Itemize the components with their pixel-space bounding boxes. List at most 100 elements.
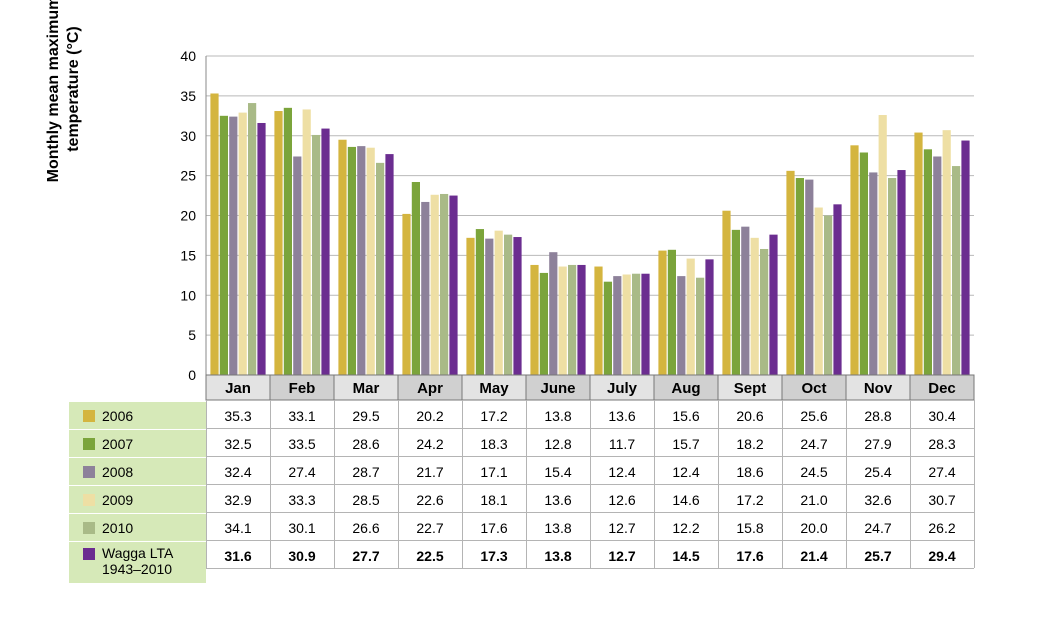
bar	[952, 166, 961, 375]
table-cell: 14.6	[672, 492, 700, 508]
legend-entry: 2010	[69, 514, 206, 541]
legend-label-line2: 1943–2010	[102, 561, 173, 577]
legend-entry: 2007	[69, 430, 206, 457]
bar	[475, 229, 484, 375]
bar	[686, 258, 695, 375]
table-column-line	[846, 400, 847, 568]
table-column-line	[398, 400, 399, 568]
bar	[696, 277, 705, 375]
table-column-line	[590, 400, 591, 568]
bar	[641, 273, 650, 375]
category-header-cell	[270, 375, 334, 400]
table-cell: 20.2	[416, 408, 444, 424]
table-cell: 27.4	[288, 464, 316, 480]
table-cell: 28.6	[352, 436, 380, 452]
table-cell: 33.1	[288, 408, 316, 424]
bar	[430, 194, 439, 375]
x-tick-label: June	[540, 380, 575, 397]
bar	[539, 272, 548, 375]
table-cell: 33.5	[288, 436, 316, 452]
table-cell: 12.4	[608, 464, 636, 480]
table-cell: 17.1	[480, 464, 508, 480]
table-cell: 15.6	[672, 408, 700, 424]
table-cell: 24.7	[864, 520, 892, 536]
bar	[210, 93, 219, 376]
bar	[402, 213, 411, 375]
table-cell: 17.3	[480, 548, 508, 564]
table-cell: 28.8	[864, 408, 892, 424]
table-cell: 13.8	[544, 520, 572, 536]
bar	[577, 264, 586, 375]
table-cell: 34.1	[224, 520, 252, 536]
category-header-cell	[846, 375, 910, 400]
bar	[786, 170, 795, 375]
bar	[283, 107, 292, 376]
bar	[622, 274, 631, 375]
bar	[257, 122, 266, 376]
table-cell: 18.6	[736, 464, 764, 480]
bar	[667, 249, 676, 375]
legend-label: 2007	[102, 436, 134, 452]
y-tick-label: 5	[188, 327, 196, 343]
bar	[302, 109, 311, 376]
bar	[248, 103, 257, 376]
bar	[411, 182, 420, 375]
table-cell: 21.4	[800, 548, 828, 564]
bar	[321, 128, 330, 375]
table-cell: 18.3	[480, 436, 508, 452]
legend-label: 2008	[102, 464, 134, 480]
category-header-cell	[910, 375, 974, 400]
bar	[833, 204, 842, 375]
table-cell: 30.9	[288, 548, 316, 564]
bar	[914, 132, 923, 375]
bar	[897, 170, 906, 375]
table-cell: 18.1	[480, 492, 508, 508]
bar	[760, 248, 769, 375]
bar	[312, 134, 321, 375]
table-cell: 32.4	[224, 464, 252, 480]
category-header-cell	[206, 375, 270, 400]
bar	[731, 229, 740, 375]
x-tick-label: Mar	[353, 380, 380, 397]
table-cell: 11.7	[608, 436, 636, 452]
table-cell: 24.2	[416, 436, 444, 452]
bar	[421, 201, 430, 375]
table-cell: 17.2	[480, 408, 508, 424]
category-header-cell	[590, 375, 654, 400]
bar	[238, 112, 247, 375]
bar	[385, 154, 394, 375]
table-cell: 25.6	[800, 408, 828, 424]
category-header-cell	[718, 375, 782, 400]
table-cell: 27.4	[928, 464, 956, 480]
table-cell: 13.8	[544, 548, 572, 564]
bar	[805, 179, 814, 375]
bar	[888, 178, 897, 375]
table-column-line	[782, 400, 783, 568]
y-tick-label: 30	[180, 128, 196, 144]
x-tick-label: Aug	[671, 380, 700, 397]
table-cell: 17.6	[736, 548, 764, 564]
table-cell: 21.7	[416, 464, 444, 480]
bar	[219, 115, 228, 375]
category-header-cell	[654, 375, 718, 400]
table-row-line	[206, 568, 974, 569]
bar	[859, 152, 868, 375]
table-cell: 25.4	[864, 464, 892, 480]
legend-swatch	[83, 548, 95, 560]
table-cell: 32.5	[224, 436, 252, 452]
y-tick-label: 10	[180, 287, 196, 303]
table-column-line	[654, 400, 655, 568]
table-cell: 12.7	[608, 520, 636, 536]
x-tick-label: Jan	[225, 380, 251, 397]
table-cell: 15.4	[544, 464, 572, 480]
table-cell: 30.1	[288, 520, 316, 536]
bar	[229, 116, 238, 376]
bar	[466, 237, 475, 375]
bar	[613, 276, 622, 375]
bar	[513, 237, 522, 375]
x-tick-label: Apr	[417, 380, 443, 397]
bar	[347, 146, 356, 375]
x-tick-label: May	[479, 380, 509, 397]
table-cell: 33.3	[288, 492, 316, 508]
legend-label: Wagga LTA	[102, 545, 174, 561]
